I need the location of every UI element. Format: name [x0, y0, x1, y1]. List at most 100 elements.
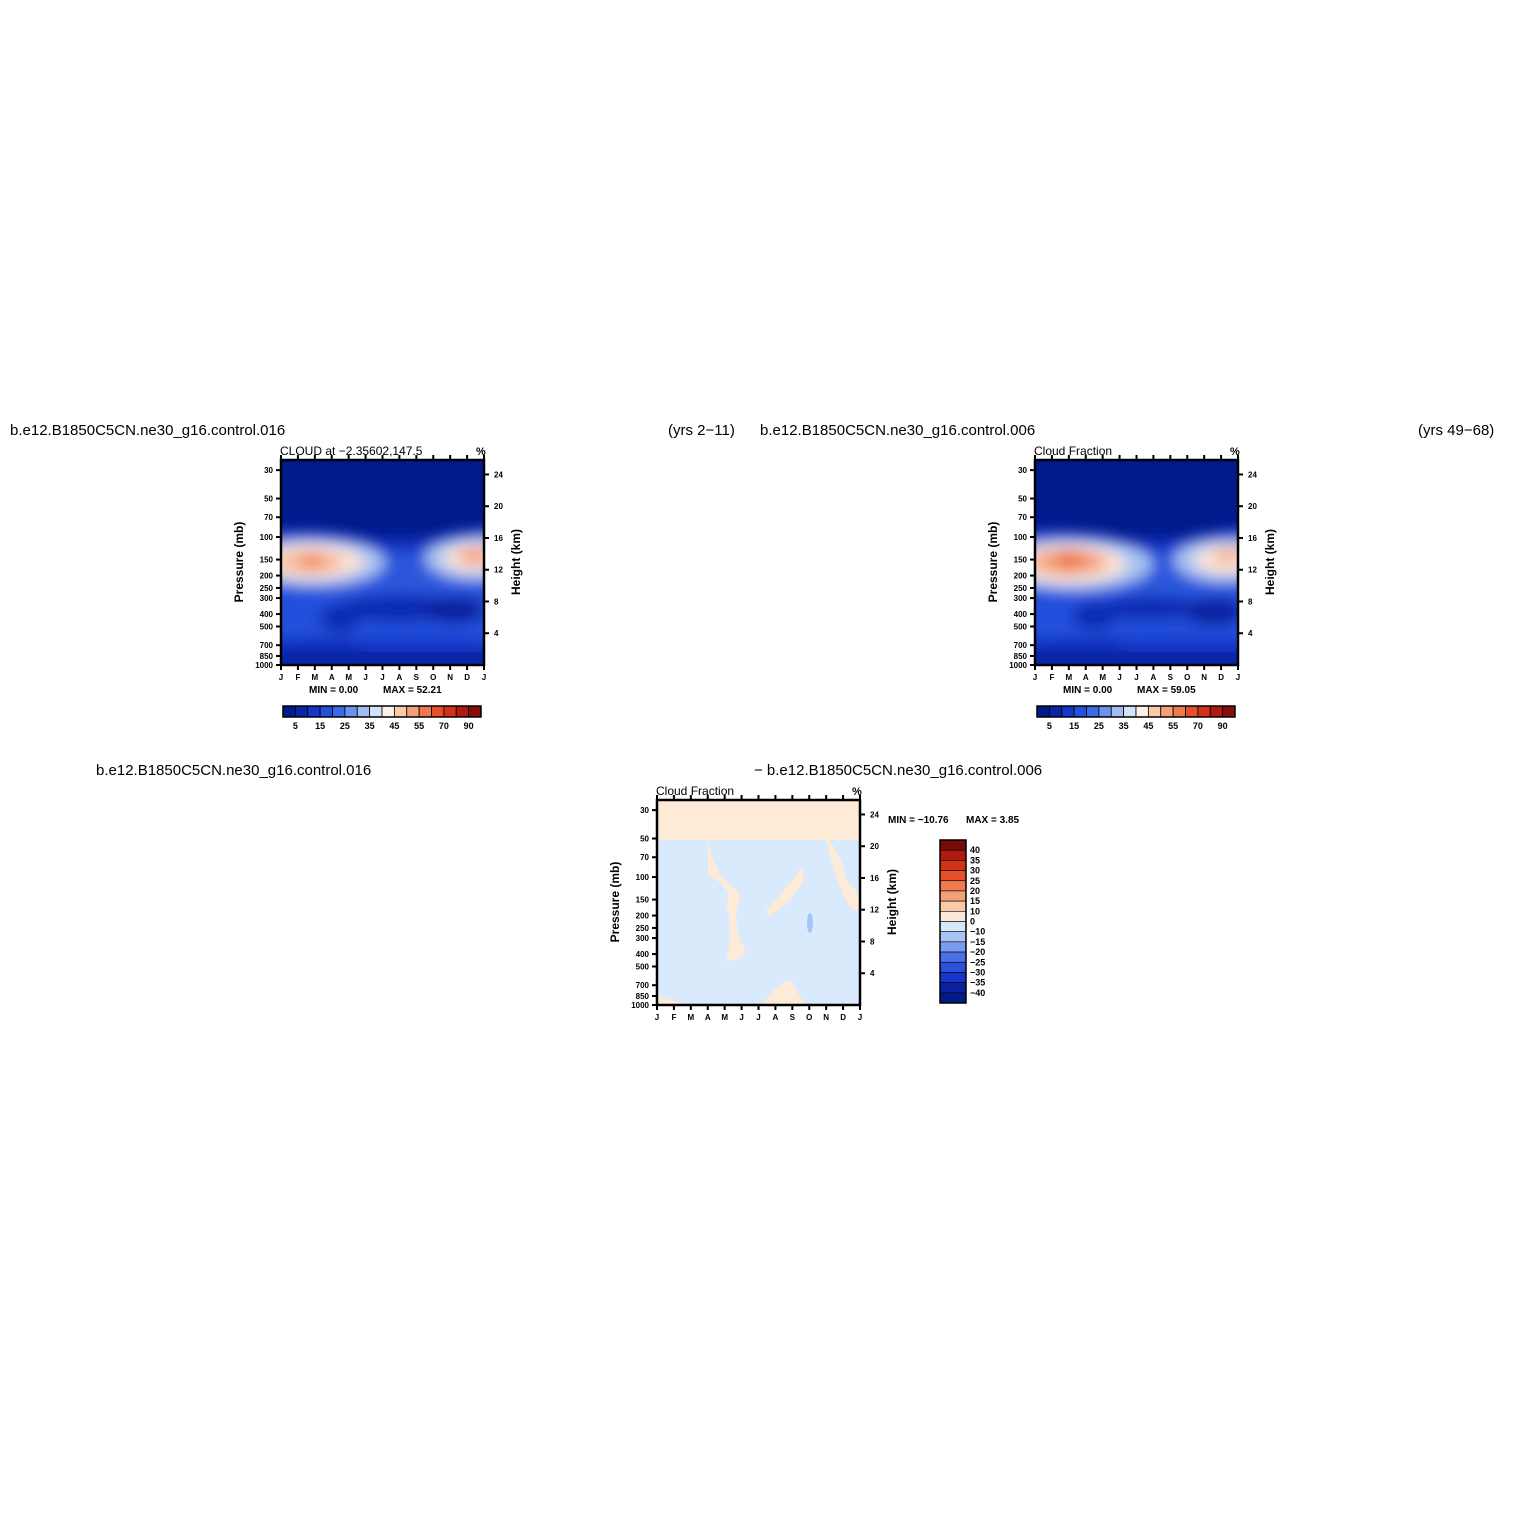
colorbar-label: 70	[1193, 721, 1203, 731]
y-tick-label-right: 24	[870, 810, 879, 819]
x-tick-label: J	[482, 673, 486, 682]
y-axis-label-right: Height (km)	[509, 529, 523, 595]
y-tick-label-right: 12	[870, 906, 879, 915]
y-tick-label: 300	[636, 934, 650, 943]
colorbar-swatch	[1036, 705, 1050, 718]
colorbar-swatch	[1135, 705, 1149, 718]
min-label: MIN = 0.00	[309, 685, 359, 696]
y-tick-label: 850	[260, 652, 274, 661]
y-tick-label: 1000	[631, 1001, 649, 1010]
y-tick-label: 200	[1014, 572, 1028, 581]
y-tick-label: 250	[636, 924, 650, 933]
colorbar-label: 15	[970, 896, 980, 906]
x-tick-label: D	[1218, 673, 1224, 682]
colorbar-label: 45	[389, 721, 399, 731]
y-axis-label-right: Height (km)	[885, 869, 899, 935]
colorbar-label: −40	[970, 988, 985, 998]
colorbar-swatch	[939, 951, 967, 963]
units-label: %	[1230, 446, 1240, 458]
y-tick-label: 1000	[255, 661, 273, 670]
chart-title: Cloud Fraction	[656, 784, 734, 798]
y-tick-label: 400	[636, 950, 650, 959]
y-axis-label: Pressure (mb)	[986, 522, 1000, 603]
max-label: MAX = 3.85	[966, 815, 1020, 826]
y-tick-label: 70	[1018, 513, 1027, 522]
colorbar-swatch	[282, 705, 296, 718]
x-tick-label: O	[806, 1013, 812, 1022]
colorbar-label: 90	[1218, 721, 1228, 731]
chart-title: CLOUD at −2.35602,147.5	[280, 444, 423, 458]
x-tick-label: J	[380, 673, 384, 682]
colorbar-swatch	[1073, 705, 1087, 718]
colorbar-label: −25	[970, 957, 985, 967]
y-tick-label: 200	[636, 912, 650, 921]
max-label: MAX = 59.05	[1137, 685, 1196, 696]
x-tick-label: N	[447, 673, 453, 682]
colorbar-swatch	[1048, 705, 1063, 718]
x-tick-label: J	[756, 1013, 760, 1022]
x-tick-label: M	[1065, 673, 1072, 682]
x-tick-label: M	[687, 1013, 694, 1022]
y-tick-label: 150	[1014, 556, 1028, 565]
colorbar-swatch	[939, 900, 967, 912]
y-tick-label-right: 4	[870, 969, 875, 978]
colorbar-swatch	[939, 849, 967, 861]
y-tick-label: 850	[1014, 652, 1028, 661]
x-tick-label: S	[414, 673, 420, 682]
x-tick-label: A	[1151, 673, 1157, 682]
colorbar-label: −35	[970, 978, 985, 988]
x-tick-label: A	[1083, 673, 1089, 682]
y-tick-label: 150	[260, 556, 274, 565]
y-tick-label: 30	[264, 466, 273, 475]
colorbar-frame	[282, 705, 482, 718]
colorbar-swatch	[939, 921, 967, 932]
colorbar-frame	[939, 839, 967, 1004]
colorbar-swatch	[939, 992, 967, 1004]
y-tick-label: 850	[636, 992, 650, 1001]
colorbar-label: 90	[464, 721, 474, 731]
x-tick-label: N	[823, 1013, 829, 1022]
y-tick-label: 50	[640, 835, 649, 844]
y-tick-label: 500	[1014, 622, 1028, 631]
y-tick-label-right: 20	[1248, 502, 1257, 511]
y-tick-label-right: 4	[494, 629, 499, 638]
colorbar-label: 35	[970, 855, 980, 865]
colorbar-swatch	[939, 941, 967, 953]
y-tick-label: 300	[1014, 594, 1028, 603]
chart-panel-top-right: Cloud Fraction % J F M A M J J A S O N D J 30 50 70 100 1…	[986, 444, 1277, 731]
x-tick-label: N	[1201, 673, 1207, 682]
colorbar-label: 25	[1094, 721, 1104, 731]
colorbar-label: 35	[1119, 721, 1129, 731]
case-label-bottom-a: b.e12.B1850C5CN.ne30_g16.control.016	[96, 762, 372, 779]
x-tick-label: J	[1134, 673, 1138, 682]
colorbar-swatch	[1160, 705, 1174, 718]
colorbar-label: 45	[1143, 721, 1153, 731]
x-tick-label: S	[1168, 673, 1174, 682]
colorbar-label: 10	[970, 906, 980, 916]
colorbar-swatch	[939, 961, 967, 973]
x-tick-label: M	[311, 673, 318, 682]
colorbar-swatch	[1222, 705, 1236, 718]
case-label-bottom-b: − b.e12.B1850C5CN.ne30_g16.control.006	[754, 762, 1043, 779]
x-tick-label: J	[655, 1013, 659, 1022]
y-tick-label: 100	[1014, 533, 1028, 542]
colorbar-label: 35	[365, 721, 375, 731]
colorbar-swatch	[307, 705, 321, 718]
colorbar-label: 5	[293, 721, 298, 731]
cloud-field	[281, 460, 484, 665]
colorbar-label: −10	[970, 927, 985, 937]
units-label: %	[852, 786, 862, 798]
y-tick-label: 700	[636, 981, 650, 990]
x-tick-label: M	[345, 673, 352, 682]
colorbar-label: 25	[970, 876, 980, 886]
colorbar-swatch	[455, 705, 470, 718]
colorbar-swatch	[1110, 705, 1125, 718]
y-tick-label-right: 12	[1248, 566, 1257, 575]
y-tick-label: 700	[260, 641, 274, 650]
colorbar-swatch	[1098, 705, 1112, 718]
colorbar-swatch	[369, 705, 383, 718]
colorbar-swatch	[939, 839, 967, 851]
y-tick-label: 1000	[1009, 661, 1027, 670]
y-tick-label-right: 8	[494, 597, 499, 606]
